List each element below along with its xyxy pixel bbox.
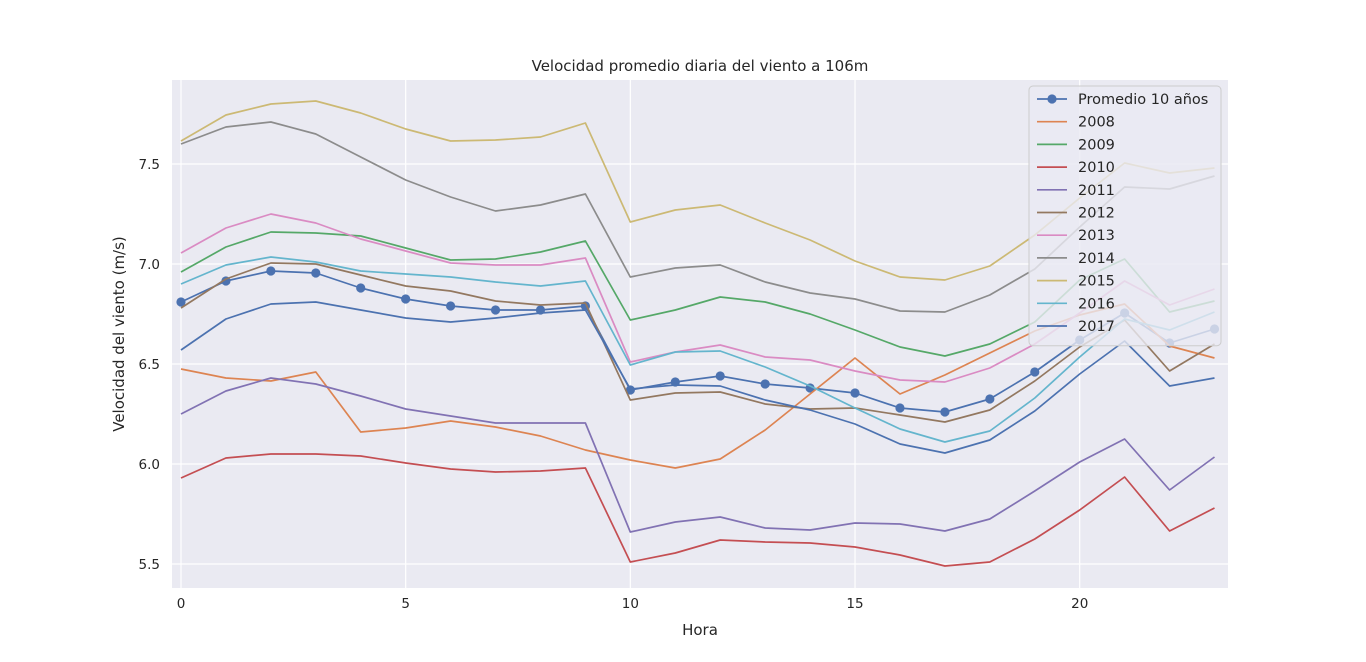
- legend-item: Promedio 10 años: [1037, 92, 1208, 108]
- data-point: [490, 305, 501, 315]
- data-point: [401, 294, 411, 304]
- legend-item: 2016: [1037, 296, 1115, 312]
- legend-item: 2009: [1037, 137, 1115, 153]
- series-2012: [180, 262, 1215, 423]
- data-point: [760, 379, 770, 389]
- y-axis-label: Velocidad del viento (m/s): [110, 236, 128, 432]
- legend-item: 2012: [1037, 206, 1115, 222]
- x-tick-label: 20: [1071, 596, 1088, 612]
- legend-label: 2016: [1078, 296, 1115, 312]
- series-line: [180, 256, 1215, 443]
- legend-item: 2014: [1037, 251, 1115, 267]
- data-point: [446, 301, 456, 311]
- x-tick-label: 5: [401, 596, 410, 612]
- legend-marker: [1047, 94, 1057, 104]
- legend: Promedio 10 años 2008 2009 2010 2011 2012 2013…: [1028, 85, 1222, 347]
- legend-label: 2014: [1078, 251, 1115, 267]
- data-point: [311, 268, 321, 278]
- legend-label: 2010: [1078, 160, 1115, 176]
- series-line: [180, 270, 1215, 413]
- legend-label: 2009: [1078, 137, 1115, 153]
- series-line: [180, 301, 1215, 454]
- x-tick-label: 0: [177, 596, 186, 612]
- y-tick-label: 7.5: [139, 157, 160, 173]
- legend-label: 2012: [1078, 206, 1115, 222]
- legend-label: 2013: [1078, 228, 1115, 244]
- data-point: [266, 266, 276, 276]
- legend-item: 2010: [1037, 160, 1115, 176]
- x-ticks: 0 5 10 15 20: [177, 596, 1089, 612]
- series-2016: [180, 256, 1215, 443]
- series-line: [180, 453, 1215, 567]
- legend-label: 2011: [1078, 183, 1115, 199]
- legend-label: 2015: [1078, 274, 1115, 290]
- series-2010: [180, 453, 1215, 567]
- y-tick-label: 7.0: [139, 257, 160, 273]
- legend-item: 2008: [1037, 115, 1115, 131]
- data-point: [176, 297, 186, 307]
- data-point: [1030, 367, 1040, 377]
- y-tick-label: 6.0: [139, 457, 160, 473]
- legend-item: 2011: [1037, 183, 1115, 199]
- x-tick-label: 10: [622, 596, 639, 612]
- legend-label: 2008: [1078, 115, 1115, 131]
- x-tick-label: 15: [846, 596, 863, 612]
- series-2011: [180, 377, 1216, 533]
- y-tick-label: 6.5: [139, 357, 160, 373]
- series-line: [180, 262, 1215, 423]
- legend-item: 2015: [1037, 274, 1115, 290]
- data-point: [356, 283, 366, 293]
- legend-label: Promedio 10 años: [1078, 92, 1208, 108]
- legend-box: [1028, 85, 1222, 347]
- series-2017: [180, 301, 1215, 454]
- data-point: [895, 403, 905, 413]
- legend-item: 2017: [1037, 319, 1115, 335]
- data-point: [940, 407, 950, 417]
- chart-title: Velocidad promedio diaria del viento a 1…: [532, 57, 869, 75]
- data-point: [985, 394, 995, 404]
- y-ticks: 5.5 6.0 6.5 7.0 7.5: [139, 157, 160, 573]
- data-point: [625, 385, 635, 395]
- legend-label: 2017: [1078, 319, 1115, 335]
- data-point: [850, 388, 860, 398]
- legend-item: 2013: [1037, 228, 1115, 244]
- data-point: [715, 371, 725, 381]
- x-axis-label: Hora: [682, 621, 718, 639]
- y-tick-label: 5.5: [139, 557, 160, 573]
- series-line: [180, 377, 1216, 533]
